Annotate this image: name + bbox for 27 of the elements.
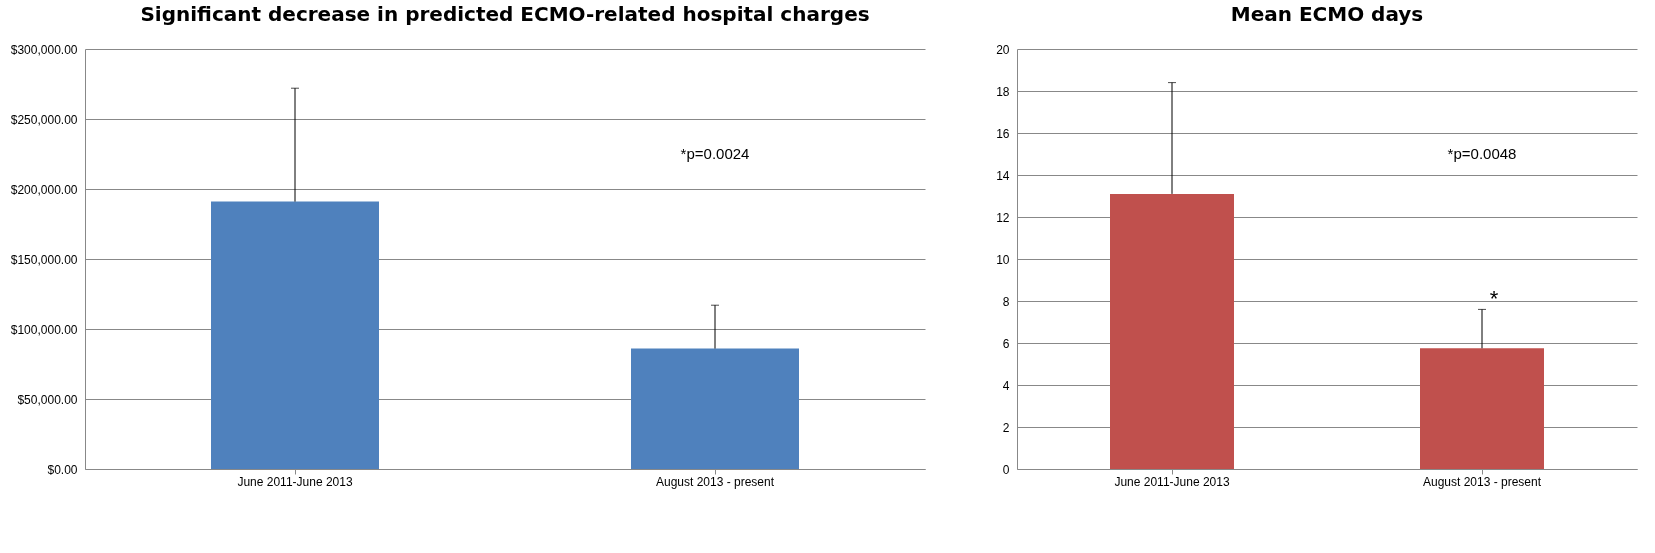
chart-title: Significant decrease in predicted ECMO-related hospital charges [140,2,870,26]
y-tick-label: 10 [996,252,1010,267]
y-tick-label: $0.00 [47,462,78,477]
annotation: *p=0.0024 [680,145,750,162]
y-tick-label: 4 [1002,378,1010,393]
x-tick-label: August 2013 - present [1422,474,1542,489]
chart-title: Mean ECMO days [1230,2,1424,26]
x-tick-label: August 2013 - present [655,474,775,489]
y-tick-label: $100,000.00 [10,322,78,337]
y-tick-label: 20 [996,42,1010,57]
y-tick-label: 14 [996,168,1010,183]
y-tick-label: $200,000.00 [10,182,78,197]
y-tick-label: 16 [996,126,1010,141]
y-tick-label: 2 [1002,420,1010,435]
y-tick-label: 6 [1002,336,1010,351]
y-tick-label: 12 [996,210,1010,225]
x-tick-label: June 2011-June 2013 [1114,474,1230,489]
x-tick-label: June 2011-June 2013 [237,474,353,489]
y-tick-label: 18 [996,84,1010,99]
y-tick-label: $50,000.00 [17,392,78,407]
y-tick-label: 8 [1002,294,1010,309]
annotation: *p=0.0048 [1447,145,1517,162]
y-tick-label: $250,000.00 [10,112,78,127]
y-tick-label: $150,000.00 [10,252,78,267]
y-tick-label: $300,000.00 [10,42,78,57]
annotation: * [1489,286,1499,312]
y-tick-label: 0 [1002,462,1010,477]
